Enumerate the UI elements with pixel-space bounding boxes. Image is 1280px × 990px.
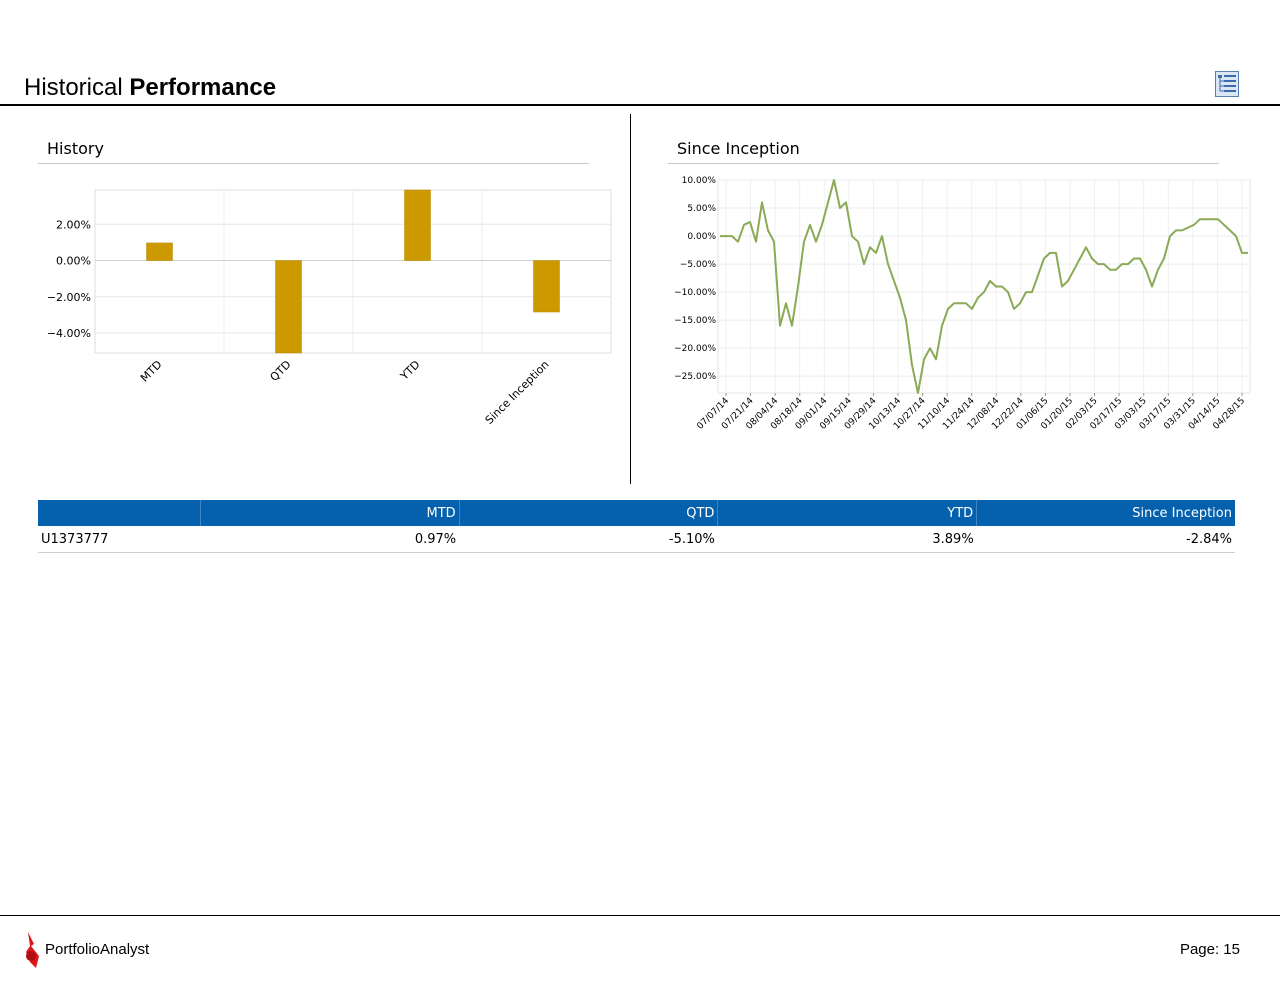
- cell-ytd: 3.89%: [717, 526, 977, 553]
- col-header-account: [38, 500, 201, 526]
- history-y-tick-label: −4.00%: [47, 327, 91, 340]
- cell-qtd: -5.10%: [459, 526, 718, 553]
- since-inception-line-chart: 07/07/1407/21/1408/04/1408/18/1409/01/14…: [674, 176, 1251, 432]
- history-y-tick-label: 2.00%: [56, 218, 91, 231]
- portfolioanalyst-logo-icon: [26, 932, 39, 968]
- col-header-qtd: QTD: [458, 500, 718, 526]
- history-title-rule: [38, 163, 589, 164]
- history-bar-ytd: [404, 189, 431, 261]
- chart-divider: [630, 114, 631, 484]
- inception-y-tick-label: −25.00%: [674, 372, 716, 382]
- page-number: Page: 15: [1179, 941, 1240, 958]
- cell-mtd: 0.97%: [200, 526, 460, 553]
- history-bar-chart: 2.00%0.00%−2.00%−4.00%MTD QTD YTD Since Inc…: [47, 189, 612, 427]
- performance-table: MTD QTD YTD Since Inception U1373777 0.9…: [38, 500, 1235, 553]
- inception-plot-frame: [717, 179, 1251, 394]
- report-list-icon[interactable]: [1215, 71, 1239, 97]
- since-inception-title-rule: [668, 163, 1219, 164]
- history-bar-mtd: [146, 242, 173, 261]
- inception-y-tick-label: −5.00%: [680, 260, 717, 270]
- page-title-light: Historical: [24, 74, 123, 101]
- inception-y-tick-label: −15.00%: [674, 316, 716, 326]
- col-header-mtd: MTD: [199, 500, 460, 526]
- col-header-ytd: YTD: [717, 500, 977, 526]
- history-bar-since-inception: [533, 260, 560, 313]
- inception-series-line: [720, 179, 1248, 394]
- cell-since-inception: -2.84%: [976, 526, 1235, 553]
- history-y-tick-label: −2.00%: [47, 291, 91, 304]
- inception-y-tick-label: 0.00%: [687, 232, 716, 242]
- cell-account: U1373777: [38, 526, 201, 553]
- inception-y-tick-label: 10.00%: [682, 176, 717, 186]
- table-row: U1373777 0.97% -5.10% 3.89% -2.84%: [38, 526, 1235, 553]
- history-y-tick-label: 0.00%: [56, 255, 91, 268]
- col-header-since-inception: Since Inception: [976, 500, 1235, 526]
- inception-y-tick-label: −10.00%: [674, 288, 716, 298]
- footer-rule: [0, 915, 1280, 916]
- page-title-bold: Performance: [129, 74, 277, 101]
- footer-brand: PortfolioAnalyst: [45, 941, 150, 958]
- since-inception-title: Since Inception: [677, 139, 800, 158]
- history-bar-qtd: [275, 260, 302, 354]
- inception-y-tick-label: 5.00%: [687, 204, 716, 214]
- title-rule: [0, 104, 1280, 106]
- table-header-row: MTD QTD YTD Since Inception: [38, 500, 1235, 526]
- inception-y-tick-label: −20.00%: [674, 344, 716, 354]
- page-title: Historical Performance: [24, 74, 276, 102]
- history-title: History: [47, 139, 104, 158]
